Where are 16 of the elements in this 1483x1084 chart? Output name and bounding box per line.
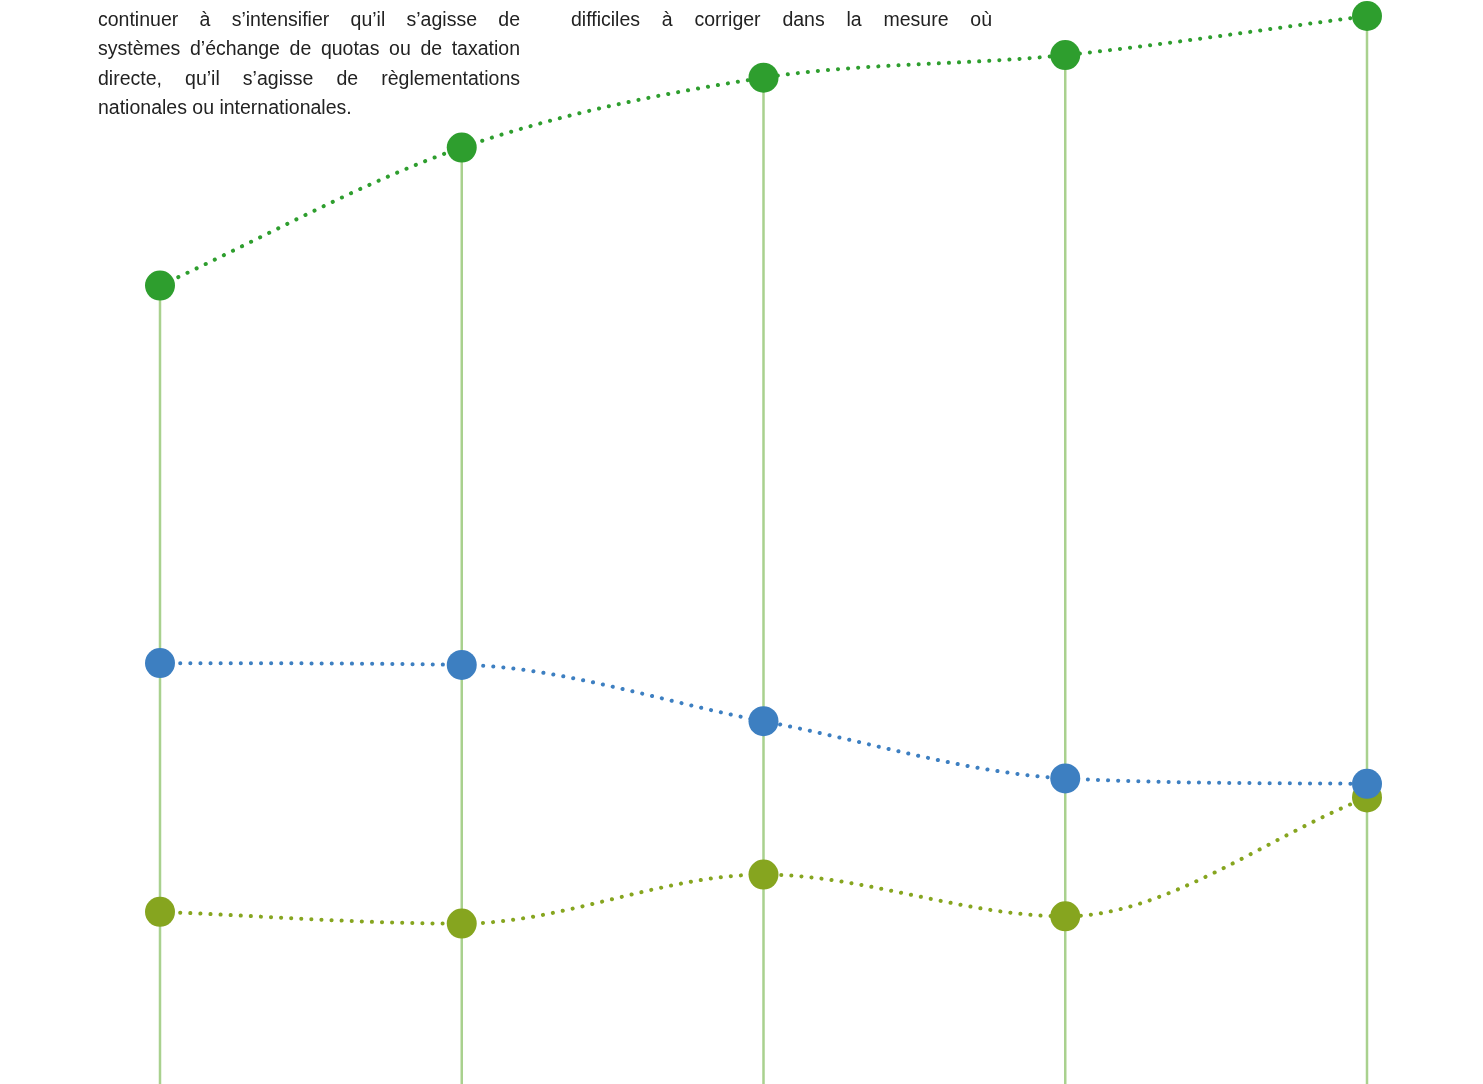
point <box>748 62 779 93</box>
point <box>145 896 175 927</box>
point <box>748 859 779 890</box>
point <box>446 908 477 939</box>
annotation: continuer à s’intensifier qu’il s’agisse de systèmes d’échange de quotas ou de taxation directe, qu’il s’agisse de règlementations nationales ou internationales. <box>98 7 520 120</box>
point <box>1352 768 1382 799</box>
point <box>748 706 779 737</box>
point <box>1352 1 1382 31</box>
point <box>145 648 175 679</box>
point <box>446 132 477 163</box>
point <box>1050 40 1081 71</box>
annotation: difficiles à corriger dans la mesure où <box>571 7 992 32</box>
point <box>145 270 175 301</box>
point <box>1050 763 1081 794</box>
point <box>446 649 477 680</box>
point <box>1050 901 1081 932</box>
